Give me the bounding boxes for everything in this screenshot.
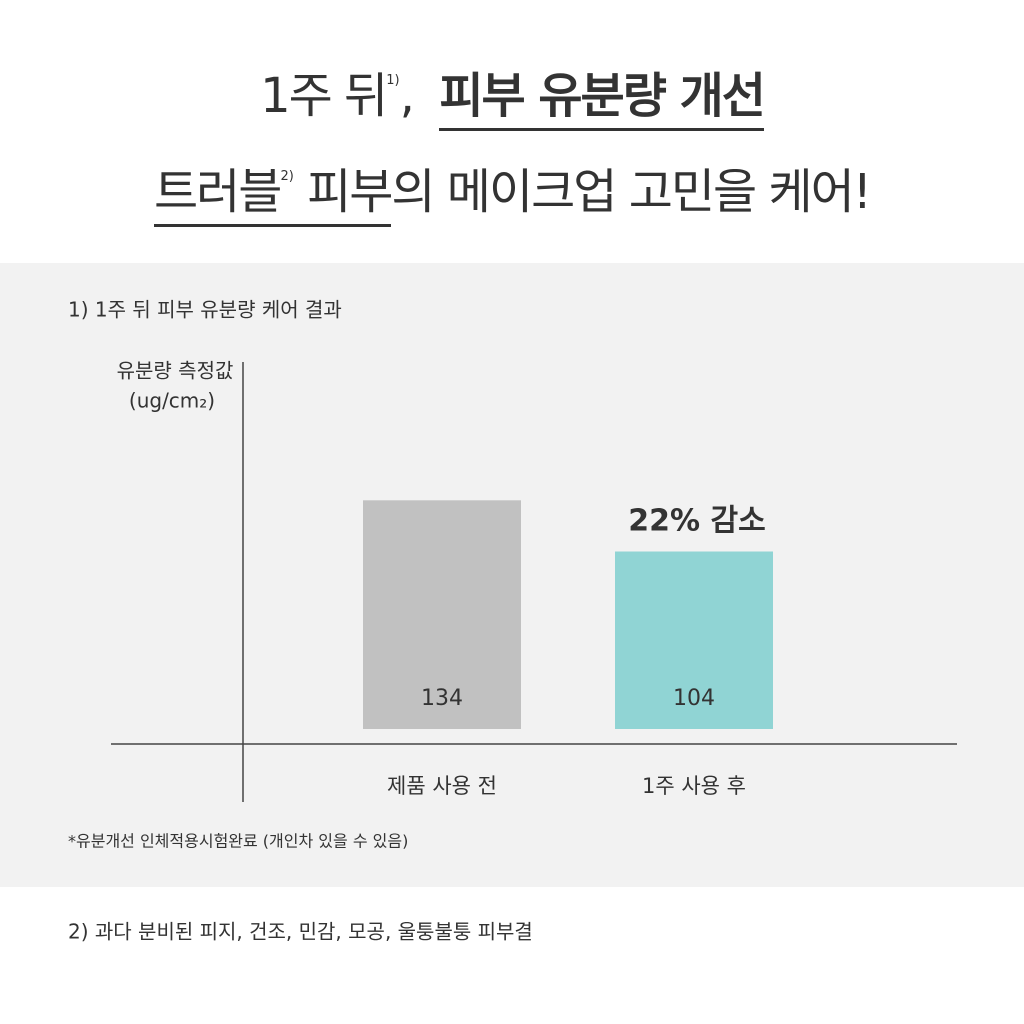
bar xyxy=(363,500,521,729)
headline-line2: 트러블2) 피부의 메이크업 고민을 케어! xyxy=(0,152,1024,227)
note: 2) 과다 분비된 피지, 건조, 민감, 모공, 울퉁불퉁 피부결 xyxy=(68,920,533,944)
y-axis-unit: (ug/cm₂) xyxy=(129,389,215,413)
y-axis-label: 유분량 측정값 xyxy=(117,359,234,383)
footnote: *유분개선 인체적용시험완료 (개인차 있을 수 있음) xyxy=(68,832,408,851)
annotation: 22% 감소 xyxy=(628,504,765,539)
chart-title: 1) 1주 뒤 피부 유분량 케어 결과 xyxy=(68,298,342,322)
headline-text: 피부 xyxy=(307,164,393,220)
headline-text: 의 메이크업 고민을 케어! xyxy=(391,164,872,220)
x-tick-label: 제품 사용 전 xyxy=(387,774,497,798)
value-label: 104 xyxy=(673,686,715,711)
headline-text: 1주 뒤 xyxy=(260,68,388,124)
value-label: 134 xyxy=(421,686,463,711)
note-mark: 1) xyxy=(386,73,400,88)
x-tick-label: 1주 사용 후 xyxy=(642,774,746,798)
headline-highlight: 트러블2) 피부 xyxy=(153,164,393,227)
headline-text: 트러블 xyxy=(153,164,282,220)
headline-line1: 1주 뒤1), 피부 유분량 개선 xyxy=(0,56,1024,131)
note-mark: 2) xyxy=(280,169,294,184)
headline-text: , xyxy=(399,68,415,124)
headline-highlight: 피부 유분량 개선 xyxy=(439,68,766,131)
bar xyxy=(615,551,773,729)
